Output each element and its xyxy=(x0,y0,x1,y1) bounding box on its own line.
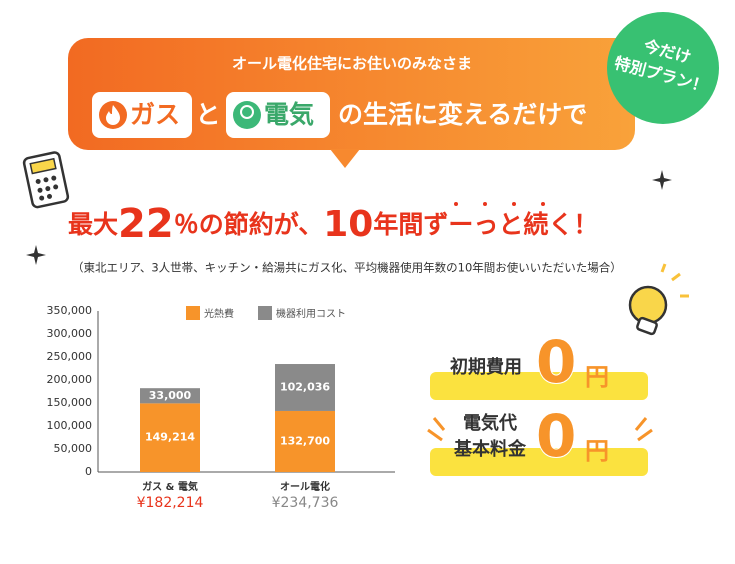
legend-swatch xyxy=(258,306,272,320)
offer-zero: 0 xyxy=(536,402,576,470)
note: （東北エリア、3人世帯、キッチン・給湯共にガス化、平均機器使用年数の10年間お使… xyxy=(72,261,622,275)
calculator-icon xyxy=(22,151,70,209)
bulb-icon xyxy=(233,101,261,129)
offer-yen: 円 xyxy=(585,363,609,391)
y-tick-label: 300,000 xyxy=(47,327,93,340)
total-label: ¥182,214 xyxy=(137,495,204,511)
legend-label: 機器利用コスト xyxy=(276,307,346,320)
y-tick-label: 150,000 xyxy=(47,396,93,409)
headline-part: 年間 xyxy=(373,210,423,239)
banner-bg xyxy=(68,38,635,150)
value-label: 149,214 xyxy=(145,431,195,444)
offer-label: 初期費用 xyxy=(450,356,522,378)
y-tick-label: 350,000 xyxy=(47,304,93,317)
legend-swatch xyxy=(186,306,200,320)
banner-pointer xyxy=(330,149,360,168)
sparkle xyxy=(652,170,672,190)
x-tick-label: ガス & 電気 xyxy=(142,480,198,493)
gas-label: ガス xyxy=(130,100,180,129)
headline-number: 22 xyxy=(118,201,174,247)
headline-number: 10 xyxy=(323,204,373,245)
highlight xyxy=(430,372,648,400)
accent-lines xyxy=(427,417,653,442)
bulb xyxy=(240,105,254,119)
offer-yen: 円 xyxy=(585,437,609,465)
offer-zero: 0 xyxy=(536,328,576,396)
y-tick-label: 0 xyxy=(85,465,92,478)
y-tick-label: 250,000 xyxy=(47,350,93,363)
bar-segment xyxy=(275,364,335,411)
headline-part: 続く！ xyxy=(523,210,598,239)
electric-label: 電気 xyxy=(264,100,314,129)
to-label: と xyxy=(195,100,220,129)
legend-label: 光熱費 xyxy=(204,307,234,320)
value-label: 102,036 xyxy=(280,380,330,393)
flame xyxy=(106,105,120,125)
headline: 最大22％の節約が、10年間ずーっと続く！ xyxy=(68,201,598,247)
offer-label: 電気代 xyxy=(463,412,517,434)
bulb-illustration xyxy=(628,263,689,336)
value-label: 132,700 xyxy=(280,434,330,447)
banner-rest: の生活に変えるだけで xyxy=(338,100,587,129)
badge-bg xyxy=(607,12,719,124)
total-label: ¥234,736 xyxy=(272,495,339,511)
sparkle xyxy=(26,245,46,265)
headline-part: 最大 xyxy=(68,210,118,239)
bar-segment xyxy=(140,403,200,472)
banner-subtitle: オール電化住宅にお住いのみなさま xyxy=(232,55,472,73)
bar-segment xyxy=(275,410,335,472)
emphasis-dots xyxy=(454,202,545,206)
highlight xyxy=(430,448,648,476)
headline-part: ずーっと xyxy=(423,210,523,239)
y-tick-label: 200,000 xyxy=(47,373,93,386)
bar-segment xyxy=(140,388,200,404)
value-label: 33,000 xyxy=(149,389,192,402)
y-tick-label: 100,000 xyxy=(47,419,93,432)
x-tick-label: オール電化 xyxy=(280,480,330,493)
headline-part: ％の節約が、 xyxy=(174,210,324,239)
y-tick-label: 50,000 xyxy=(54,442,93,455)
offer-label: 基本料金 xyxy=(453,438,527,460)
